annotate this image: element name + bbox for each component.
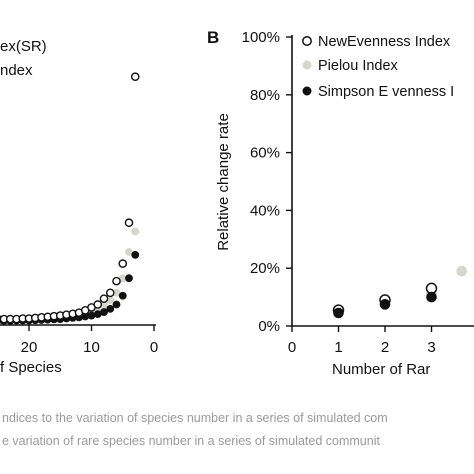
data-point <box>118 291 127 300</box>
y-tick-label: 0% <box>258 318 280 335</box>
data-point <box>130 72 140 82</box>
data-point <box>124 218 134 228</box>
data-point <box>333 307 344 319</box>
data-point <box>426 291 437 303</box>
x-tick-label: 0 <box>288 339 296 356</box>
data-point <box>105 288 115 298</box>
panel-label: B <box>207 28 219 47</box>
legend-entry: Pielou Index <box>318 58 399 74</box>
caption-line-2: e variation of rare species number in a … <box>2 434 380 448</box>
y-tick-label: 60% <box>250 145 280 162</box>
legend-marker <box>302 60 312 70</box>
x-tick-label: 20 <box>21 339 38 356</box>
x-tick-label: 1 <box>334 339 342 356</box>
data-point <box>125 274 133 283</box>
y-axis-label: Relative change rate <box>215 113 232 251</box>
x-tick-label: 3 <box>427 339 435 356</box>
data-point <box>99 294 109 303</box>
x-axis-label: Number of Rar <box>332 361 430 378</box>
data-point <box>379 299 391 310</box>
x-axis-label: f Species <box>0 359 62 376</box>
legend-entry: ex(SR) <box>0 38 47 55</box>
panel-b: B 0% 20% 40% 60% 80% 100% 0 1 2 3 Number of Rar Rela… <box>207 28 474 378</box>
data-point <box>100 308 108 316</box>
data-point <box>118 259 128 268</box>
data-point <box>106 304 115 313</box>
legend-marker <box>302 36 312 46</box>
y-tick-label: 40% <box>250 202 280 219</box>
x-tick-label: 10 <box>83 339 100 356</box>
data-point <box>112 300 121 309</box>
caption-line-1: ndices to the variation of species numbe… <box>2 411 388 425</box>
legend-marker <box>302 86 312 96</box>
data-point <box>131 250 140 259</box>
data-point <box>112 276 121 286</box>
panel-a: 20 10 0 f Species ex(SR) ndex <box>0 38 158 376</box>
data-point <box>125 248 133 256</box>
x-tick-label: 2 <box>381 339 389 356</box>
data-point <box>456 265 468 277</box>
legend-entry: NewEvenness Index <box>318 34 451 50</box>
y-tick-label: 20% <box>250 260 280 277</box>
y-tick-label: 80% <box>250 87 280 104</box>
y-tick-label: 100% <box>242 29 280 46</box>
legend-entry: Simpson E venness I <box>318 84 454 100</box>
data-point <box>93 300 103 309</box>
data-point <box>131 227 140 236</box>
x-tick-label: 0 <box>150 339 158 356</box>
legend-entry: ndex <box>0 62 33 79</box>
